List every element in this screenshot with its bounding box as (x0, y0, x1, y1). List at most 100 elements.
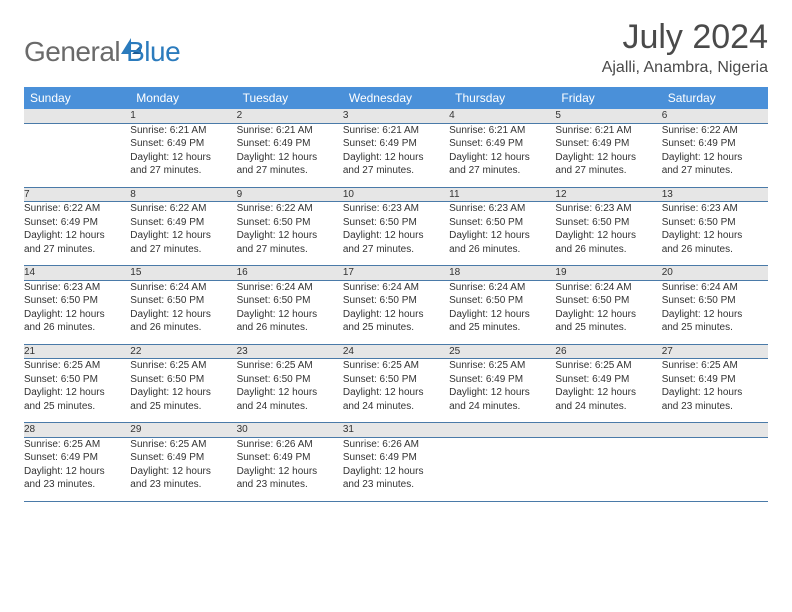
day-sunrise: Sunrise: 6:23 AM (555, 202, 661, 216)
day-sunset: Sunset: 6:50 PM (343, 373, 449, 387)
day-cell: Sunrise: 6:25 AMSunset: 6:50 PMDaylight:… (24, 359, 130, 423)
day-sunrise: Sunrise: 6:25 AM (130, 359, 236, 373)
day-day2: and 26 minutes. (449, 243, 555, 257)
day-cell (449, 437, 555, 501)
day-day2: and 26 minutes. (130, 321, 236, 335)
day-cell: Sunrise: 6:25 AMSunset: 6:50 PMDaylight:… (343, 359, 449, 423)
day-number-cell (24, 109, 130, 123)
day-number-cell: 29 (130, 423, 236, 438)
day-sunrise: Sunrise: 6:21 AM (130, 124, 236, 138)
day-day2: and 27 minutes. (237, 164, 343, 178)
calendar-header-row: SundayMondayTuesdayWednesdayThursdayFrid… (24, 87, 768, 109)
day-sunset: Sunset: 6:49 PM (130, 451, 236, 465)
day-cell: Sunrise: 6:23 AMSunset: 6:50 PMDaylight:… (24, 280, 130, 344)
day-day1: Daylight: 12 hours (343, 229, 449, 243)
day-sunrise: Sunrise: 6:23 AM (662, 202, 768, 216)
day-sunrise: Sunrise: 6:23 AM (343, 202, 449, 216)
day-day1: Daylight: 12 hours (662, 386, 768, 400)
day-day2: and 26 minutes. (662, 243, 768, 257)
day-sunset: Sunset: 6:50 PM (24, 373, 130, 387)
day-cell: Sunrise: 6:25 AMSunset: 6:50 PMDaylight:… (237, 359, 343, 423)
day-sunrise: Sunrise: 6:24 AM (555, 281, 661, 295)
weekday-header: Saturday (662, 87, 768, 109)
day-day1: Daylight: 12 hours (237, 151, 343, 165)
weekday-header: Monday (130, 87, 236, 109)
day-cell: Sunrise: 6:21 AMSunset: 6:49 PMDaylight:… (555, 123, 661, 187)
weekday-header: Tuesday (237, 87, 343, 109)
day-cell: Sunrise: 6:22 AMSunset: 6:49 PMDaylight:… (662, 123, 768, 187)
day-sunset: Sunset: 6:50 PM (237, 373, 343, 387)
day-day1: Daylight: 12 hours (130, 151, 236, 165)
day-sunset: Sunset: 6:50 PM (237, 216, 343, 230)
day-day1: Daylight: 12 hours (24, 229, 130, 243)
day-day2: and 27 minutes. (24, 243, 130, 257)
day-number-row: 78910111213 (24, 187, 768, 202)
day-cell: Sunrise: 6:24 AMSunset: 6:50 PMDaylight:… (237, 280, 343, 344)
day-day2: and 25 minutes. (130, 400, 236, 414)
day-cell: Sunrise: 6:23 AMSunset: 6:50 PMDaylight:… (555, 202, 661, 266)
day-day2: and 26 minutes. (555, 243, 661, 257)
day-day2: and 25 minutes. (662, 321, 768, 335)
day-sunrise: Sunrise: 6:24 AM (237, 281, 343, 295)
brand-logo: General Blue (24, 18, 180, 68)
weekday-header: Sunday (24, 87, 130, 109)
day-sunset: Sunset: 6:50 PM (130, 373, 236, 387)
day-cell: Sunrise: 6:21 AMSunset: 6:49 PMDaylight:… (130, 123, 236, 187)
day-cell: Sunrise: 6:24 AMSunset: 6:50 PMDaylight:… (343, 280, 449, 344)
day-sunrise: Sunrise: 6:24 AM (130, 281, 236, 295)
day-sunset: Sunset: 6:50 PM (237, 294, 343, 308)
day-data-row: Sunrise: 6:23 AMSunset: 6:50 PMDaylight:… (24, 280, 768, 344)
day-number-cell: 14 (24, 266, 130, 281)
day-sunset: Sunset: 6:49 PM (130, 216, 236, 230)
day-number-cell: 1 (130, 109, 236, 123)
day-day1: Daylight: 12 hours (662, 151, 768, 165)
day-cell: Sunrise: 6:24 AMSunset: 6:50 PMDaylight:… (449, 280, 555, 344)
day-data-row: Sunrise: 6:21 AMSunset: 6:49 PMDaylight:… (24, 123, 768, 187)
day-sunset: Sunset: 6:50 PM (449, 294, 555, 308)
day-sunrise: Sunrise: 6:25 AM (662, 359, 768, 373)
day-number-cell (662, 423, 768, 438)
day-sunrise: Sunrise: 6:25 AM (237, 359, 343, 373)
day-number-cell: 10 (343, 187, 449, 202)
day-day1: Daylight: 12 hours (237, 465, 343, 479)
day-number-cell: 20 (662, 266, 768, 281)
day-day1: Daylight: 12 hours (555, 386, 661, 400)
day-day1: Daylight: 12 hours (237, 386, 343, 400)
day-day1: Daylight: 12 hours (130, 229, 236, 243)
day-number-cell: 9 (237, 187, 343, 202)
day-sunset: Sunset: 6:49 PM (24, 216, 130, 230)
calendar-table: SundayMondayTuesdayWednesdayThursdayFrid… (24, 87, 768, 502)
day-sunset: Sunset: 6:50 PM (555, 294, 661, 308)
day-number-cell: 31 (343, 423, 449, 438)
day-day1: Daylight: 12 hours (449, 308, 555, 322)
day-sunrise: Sunrise: 6:26 AM (237, 438, 343, 452)
day-day2: and 25 minutes. (449, 321, 555, 335)
day-day2: and 23 minutes. (662, 400, 768, 414)
day-day2: and 23 minutes. (237, 478, 343, 492)
day-sunset: Sunset: 6:50 PM (343, 216, 449, 230)
day-day1: Daylight: 12 hours (662, 229, 768, 243)
weekday-header: Friday (555, 87, 661, 109)
day-day2: and 27 minutes. (343, 164, 449, 178)
day-day2: and 24 minutes. (449, 400, 555, 414)
day-day1: Daylight: 12 hours (343, 308, 449, 322)
day-sunrise: Sunrise: 6:22 AM (662, 124, 768, 138)
day-day2: and 27 minutes. (662, 164, 768, 178)
day-cell: Sunrise: 6:23 AMSunset: 6:50 PMDaylight:… (343, 202, 449, 266)
day-day1: Daylight: 12 hours (555, 229, 661, 243)
day-sunrise: Sunrise: 6:22 AM (130, 202, 236, 216)
day-cell (662, 437, 768, 501)
day-data-row: Sunrise: 6:25 AMSunset: 6:49 PMDaylight:… (24, 437, 768, 501)
day-sunrise: Sunrise: 6:25 AM (24, 359, 130, 373)
day-cell: Sunrise: 6:22 AMSunset: 6:50 PMDaylight:… (237, 202, 343, 266)
day-sunrise: Sunrise: 6:25 AM (130, 438, 236, 452)
day-sunrise: Sunrise: 6:24 AM (662, 281, 768, 295)
day-day1: Daylight: 12 hours (237, 308, 343, 322)
day-sunrise: Sunrise: 6:21 AM (237, 124, 343, 138)
day-number-cell: 4 (449, 109, 555, 123)
day-sunset: Sunset: 6:50 PM (449, 216, 555, 230)
day-day2: and 26 minutes. (24, 321, 130, 335)
day-number-cell: 7 (24, 187, 130, 202)
day-number-cell: 3 (343, 109, 449, 123)
day-sunset: Sunset: 6:49 PM (662, 373, 768, 387)
